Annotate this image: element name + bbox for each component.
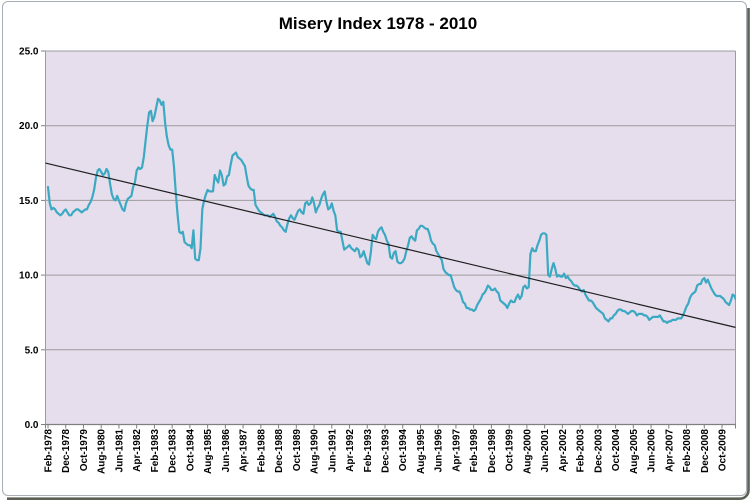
x-axis-tick-label: Feb-1998: [469, 429, 480, 473]
x-axis-tick-label: Oct-2009: [718, 429, 729, 472]
plot-group: 0.0 5.0 10.0 15.0 20.0 25.0 Feb-1978 Dec-1978 Oc…: [19, 47, 736, 474]
x-axis-tick-label: Dec-1993: [381, 429, 392, 473]
x-axis-tick-label: Feb-2003: [576, 429, 587, 473]
x-axis-tick-label: Jun-1996: [434, 429, 445, 473]
x-axis-tick-label: Feb-1983: [150, 429, 161, 473]
x-axis-tick-label: Dec-1998: [487, 429, 498, 473]
trend-line: [45, 162, 736, 328]
x-axis-tick-label: Feb-2008: [682, 429, 693, 473]
frame-shadow: [7, 8, 750, 500]
y-axis-tick-label: 20.0: [19, 121, 39, 132]
x-axis-tick-label: Apr-1987: [239, 429, 250, 472]
x-axis-tick-label: Feb-1988: [256, 429, 267, 473]
x-axis-tick-label: Jun-1981: [114, 429, 125, 473]
x-axis-tick-label: Jun-2006: [647, 429, 658, 473]
x-axis-tick-label: Aug-2005: [629, 429, 640, 474]
x-axis-tick-label: Oct-1999: [505, 429, 516, 472]
x-axis-tick-label: Feb-1993: [363, 429, 374, 473]
x-axis-tick-label: Aug-1990: [310, 429, 321, 474]
x-axis-tick-label: Apr-1997: [451, 429, 462, 472]
x-axis-tick-label: Jun-2001: [540, 429, 551, 473]
x-axis-tick-label: Oct-1994: [398, 429, 409, 472]
x-axis-tick-label: Dec-1978: [61, 429, 72, 473]
x-axis-tick-label: Dec-2003: [593, 429, 604, 473]
y-axis-tick-label: 0.0: [25, 420, 39, 431]
y-axis-tick-label: 15.0: [19, 196, 39, 207]
chart-title: Misery Index 1978 - 2010: [279, 14, 477, 33]
y-axis-tick-label: 10.0: [19, 271, 39, 282]
x-axis-tick-label: Aug-1995: [416, 429, 427, 474]
x-axis-tick-label: Jun-1986: [221, 429, 232, 473]
y-axis-tick-label: 25.0: [19, 47, 39, 58]
x-axis-tick-label: Dec-2008: [700, 429, 711, 473]
x-axis-tick-label: Oct-2004: [611, 429, 622, 472]
x-axis-tick-label: Aug-1980: [97, 429, 108, 474]
x-axis-tick-label: Apr-2002: [558, 429, 569, 472]
x-axis-tick-label: Apr-1982: [132, 429, 143, 472]
misery-index-line: [46, 97, 736, 324]
x-axis-tick-label: Oct-1979: [79, 429, 90, 472]
x-axis-tick-label: Apr-1992: [345, 429, 356, 472]
x-axis-tick-label: Jun-1991: [327, 429, 338, 473]
x-axis-tick-label: Oct-1984: [185, 429, 196, 472]
x-axis-tick-label: Dec-1983: [168, 429, 179, 473]
x-axis-tick-label: Apr-2007: [664, 429, 675, 472]
plot-area: [45, 51, 736, 425]
x-axis-tick-label: Feb-1978: [44, 429, 55, 473]
x-axis-tick-label: Aug-1985: [203, 429, 214, 474]
x-axis-tick-label: Dec-1988: [274, 429, 285, 473]
x-axis-tick-label: Oct-1989: [292, 429, 303, 472]
x-axis-tick-label: Aug-2000: [522, 429, 533, 474]
y-axis-tick-label: 5.0: [25, 345, 39, 356]
